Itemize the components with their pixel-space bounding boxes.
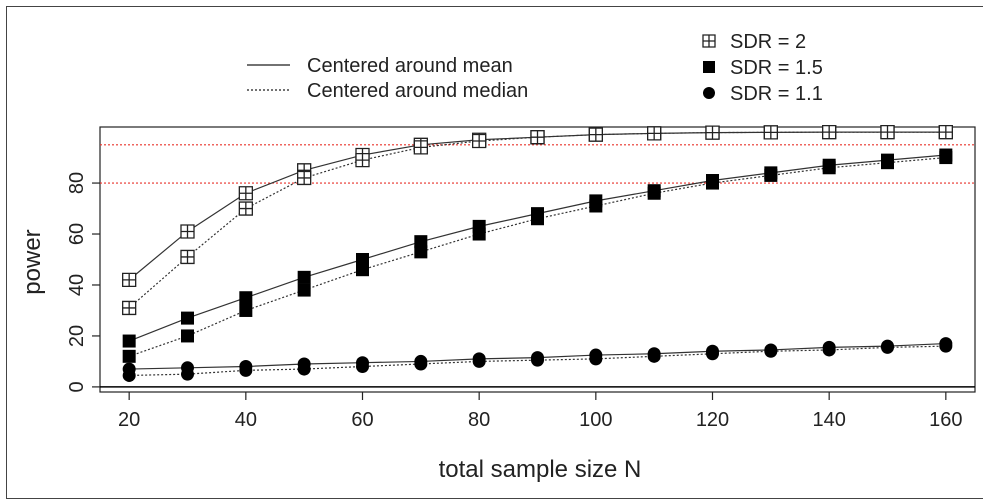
x-tick-label-160: 160 bbox=[929, 409, 962, 431]
data-point-boxplus-dotted-130 bbox=[763, 125, 778, 140]
legend-marker-label-circle: SDR = 1.1 bbox=[730, 83, 823, 105]
data-point-square-solid-30 bbox=[181, 311, 194, 325]
data-point-circle-dotted-140 bbox=[822, 343, 836, 357]
data-point-square-dotted-140 bbox=[822, 161, 836, 175]
data-point-circle-dotted-110 bbox=[647, 349, 661, 363]
data-point-boxplus-solid-20 bbox=[122, 272, 137, 288]
y-tick-label-60: 60 bbox=[66, 223, 88, 245]
data-point-square-dotted-160 bbox=[939, 151, 953, 165]
data-point-square-dotted-110 bbox=[647, 186, 661, 200]
data-point-square-dotted-50 bbox=[297, 283, 311, 297]
x-tick-label-20: 20 bbox=[118, 409, 140, 431]
data-point-square-solid-20 bbox=[122, 334, 136, 348]
data-point-square-dotted-130 bbox=[764, 168, 778, 182]
data-point-square-dotted-80 bbox=[472, 227, 486, 241]
data-point-boxplus-dotted-20 bbox=[122, 300, 137, 316]
x-tick-label-80: 80 bbox=[468, 409, 490, 431]
data-point-boxplus-solid-40 bbox=[238, 186, 253, 201]
y-tick-label-0: 0 bbox=[66, 381, 88, 392]
data-point-square-dotted-30 bbox=[181, 329, 194, 343]
data-point-boxplus-dotted-60 bbox=[355, 152, 370, 168]
data-point-boxplus-dotted-120 bbox=[705, 125, 720, 140]
data-point-boxplus-solid-30 bbox=[180, 224, 195, 239]
data-point-square-solid-50 bbox=[297, 270, 311, 284]
data-point-square-dotted-90 bbox=[531, 212, 544, 226]
legend-marker-label-square: SDR = 1.5 bbox=[730, 57, 823, 79]
data-point-circle-dotted-90 bbox=[531, 353, 544, 367]
x-tick-label-60: 60 bbox=[351, 409, 373, 431]
legend-marker-square bbox=[703, 61, 715, 73]
series-line-square-dotted bbox=[128, 156, 946, 357]
data-point-circle-dotted-80 bbox=[472, 354, 486, 368]
data-point-square-dotted-150 bbox=[881, 156, 894, 170]
data-point-square-solid-60 bbox=[356, 253, 369, 266]
data-point-boxplus-dotted-150 bbox=[880, 124, 895, 140]
x-tick-label-40: 40 bbox=[235, 409, 257, 431]
x-axis-label: total sample size N bbox=[439, 456, 642, 483]
data-point-boxplus-dotted-140 bbox=[822, 124, 837, 140]
data-point-boxplus-dotted-70 bbox=[413, 140, 428, 155]
y-tick-label-20: 20 bbox=[66, 325, 88, 347]
data-point-circle-dotted-160 bbox=[939, 339, 953, 353]
legend-marker-label-boxplus: SDR = 2 bbox=[730, 31, 806, 53]
legend-marker-boxplus bbox=[702, 34, 716, 48]
data-point-boxplus-dotted-90 bbox=[530, 130, 545, 145]
data-point-boxplus-dotted-100 bbox=[588, 127, 603, 142]
data-point-square-dotted-20 bbox=[122, 349, 136, 363]
data-point-square-dotted-60 bbox=[356, 263, 369, 277]
legend-marker-circle bbox=[703, 87, 715, 99]
data-point-boxplus-dotted-50 bbox=[297, 170, 312, 186]
data-point-boxplus-dotted-160 bbox=[938, 124, 953, 140]
data-point-square-solid-70 bbox=[414, 235, 428, 249]
data-point-square-dotted-40 bbox=[239, 303, 253, 317]
data-point-square-dotted-120 bbox=[706, 176, 719, 190]
data-point-circle-dotted-150 bbox=[881, 340, 894, 354]
plot-layer: 20 40 60 80 100 120 140 160 0 20 40 60 80 Centered ar… bbox=[66, 31, 976, 431]
data-point-boxplus-dotted-30 bbox=[180, 249, 195, 265]
data-point-circle-dotted-70 bbox=[414, 357, 428, 371]
data-point-square-dotted-70 bbox=[414, 245, 428, 259]
data-point-circle-dotted-50 bbox=[297, 362, 311, 376]
data-point-boxplus-dotted-110 bbox=[647, 126, 662, 141]
data-point-circle-dotted-100 bbox=[589, 352, 603, 366]
data-point-circle-dotted-130 bbox=[764, 344, 778, 358]
legend-line-label-solid: Centered around mean bbox=[307, 55, 513, 77]
y-axis-label: power bbox=[19, 229, 46, 294]
data-point-square-dotted-100 bbox=[589, 199, 603, 213]
x-tick-label-100: 100 bbox=[579, 409, 612, 431]
data-point-circle-dotted-30 bbox=[181, 367, 194, 381]
plot-area-box bbox=[99, 126, 976, 393]
data-point-circle-dotted-60 bbox=[356, 360, 369, 374]
y-tick-label-80: 80 bbox=[66, 172, 88, 194]
data-point-square-solid-40 bbox=[239, 291, 253, 305]
data-point-circle-dotted-120 bbox=[706, 347, 719, 361]
legend-line-label-dotted: Centered around median bbox=[307, 80, 528, 102]
x-tick-label-120: 120 bbox=[696, 409, 729, 431]
data-point-circle-dotted-40 bbox=[239, 363, 253, 377]
data-point-circle-dotted-20 bbox=[122, 368, 136, 382]
data-point-boxplus-dotted-40 bbox=[238, 201, 253, 216]
x-tick-label-140: 140 bbox=[812, 409, 845, 431]
data-point-boxplus-dotted-80 bbox=[472, 133, 487, 149]
y-tick-label-40: 40 bbox=[66, 274, 88, 296]
